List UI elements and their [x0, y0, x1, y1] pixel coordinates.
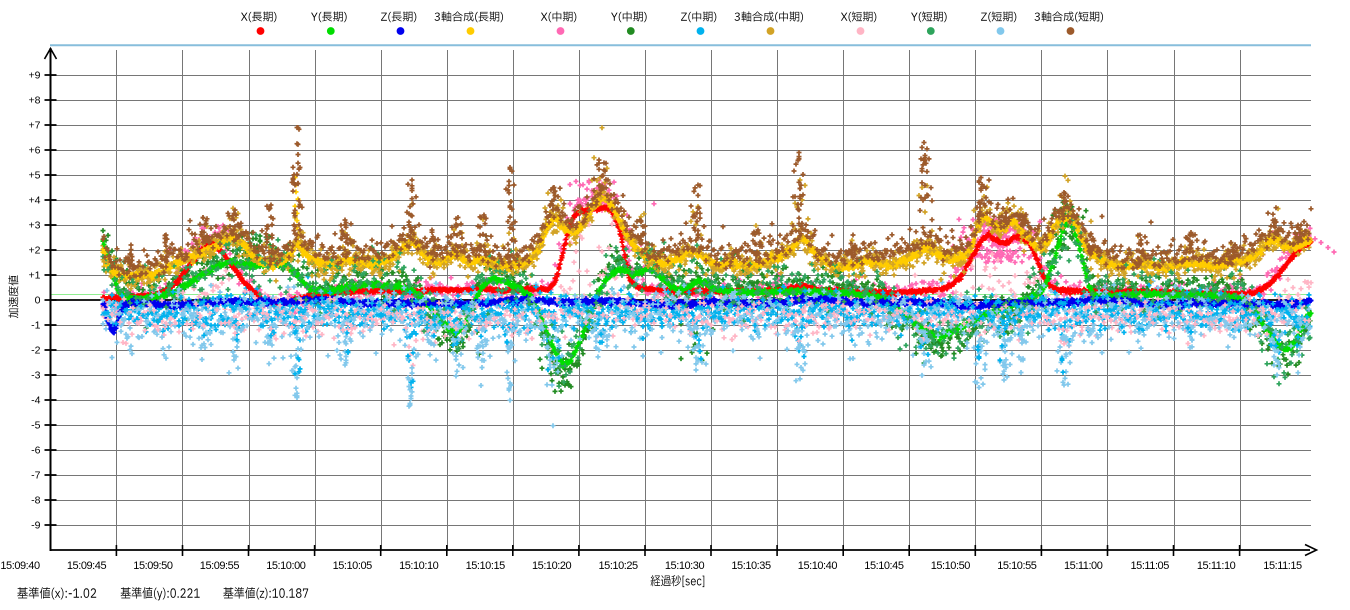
svg-text:15:09:45: 15:09:45: [67, 560, 107, 572]
svg-text:15:10:35: 15:10:35: [731, 560, 771, 572]
svg-text:15:10:00: 15:10:00: [266, 560, 306, 572]
svg-text:+8: +8: [29, 95, 41, 107]
svg-text:-3: -3: [31, 370, 40, 382]
svg-text:-8: -8: [31, 495, 40, 507]
svg-text:+4: +4: [29, 195, 41, 207]
svg-text:15:11:00: 15:11:00: [1064, 560, 1103, 572]
svg-text:15:09:40: 15:09:40: [0, 560, 40, 572]
svg-text:15:09:50: 15:09:50: [133, 560, 173, 572]
svg-text:-4: -4: [31, 395, 40, 407]
svg-text:+2: +2: [29, 245, 41, 257]
svg-text:0: 0: [35, 295, 41, 307]
svg-text:-6: -6: [31, 445, 40, 457]
svg-text:15:10:05: 15:10:05: [333, 560, 373, 572]
svg-text:-9: -9: [31, 520, 40, 532]
svg-text:+1: +1: [29, 270, 41, 282]
svg-text:15:11:15: 15:11:15: [1263, 560, 1302, 572]
svg-text:15:10:55: 15:10:55: [997, 560, 1037, 572]
svg-text:15:11:10: 15:11:10: [1197, 560, 1236, 572]
svg-text:15:10:50: 15:10:50: [931, 560, 971, 572]
svg-text:-2: -2: [31, 345, 40, 357]
svg-text:+6: +6: [29, 145, 41, 157]
svg-text:15:10:25: 15:10:25: [598, 560, 638, 572]
svg-text:+9: +9: [29, 70, 41, 82]
svg-text:+5: +5: [29, 170, 41, 182]
svg-text:-5: -5: [31, 420, 40, 432]
svg-text:15:11:05: 15:11:05: [1130, 560, 1169, 572]
svg-text:15:10:40: 15:10:40: [798, 560, 838, 572]
svg-text:15:09:55: 15:09:55: [200, 560, 240, 572]
svg-text:15:10:20: 15:10:20: [532, 560, 572, 572]
svg-text:-1: -1: [31, 320, 40, 332]
svg-text:+7: +7: [29, 120, 41, 132]
svg-text:15:10:30: 15:10:30: [665, 560, 705, 572]
svg-text:15:10:10: 15:10:10: [399, 560, 439, 572]
svg-text:15:10:15: 15:10:15: [466, 560, 506, 572]
svg-text:15:10:45: 15:10:45: [864, 560, 904, 572]
svg-text:-7: -7: [31, 470, 40, 482]
svg-text:+3: +3: [29, 220, 41, 232]
